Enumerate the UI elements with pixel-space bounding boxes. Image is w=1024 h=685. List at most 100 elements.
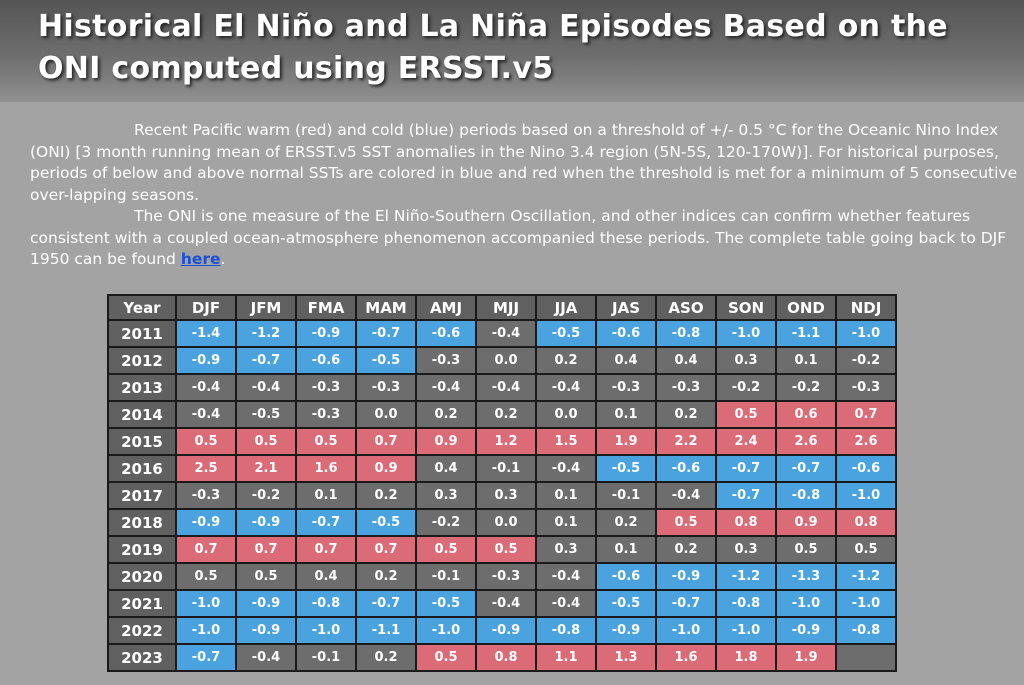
oni-value-cell: 1.5 bbox=[537, 429, 595, 454]
oni-value-cell: -0.4 bbox=[417, 375, 475, 400]
oni-value-cell: -0.8 bbox=[657, 321, 715, 346]
year-cell: 2019 bbox=[109, 537, 175, 562]
year-cell: 2014 bbox=[109, 402, 175, 427]
intro-text: Recent Pacific warm (red) and cold (blue… bbox=[30, 120, 1022, 271]
table-row: 2023 -0.7 -0.4 -0.1 0.2 0.5 0.8 1.1 1.3 1.6 1.8 1.9 bbox=[109, 645, 895, 670]
oni-value-cell: -0.8 bbox=[837, 618, 895, 643]
oni-value-cell: -1.1 bbox=[357, 618, 415, 643]
oni-value-cell: 0.2 bbox=[417, 402, 475, 427]
oni-value-cell: -0.3 bbox=[597, 375, 655, 400]
oni-value-cell: 2.6 bbox=[837, 429, 895, 454]
oni-value-cell: -1.0 bbox=[717, 618, 775, 643]
oni-value-cell: 1.9 bbox=[777, 645, 835, 670]
oni-value-cell: 0.2 bbox=[357, 483, 415, 508]
oni-value-cell: 0.7 bbox=[177, 537, 235, 562]
table-row: 2012 -0.9 -0.7 -0.6 -0.5 -0.3 0.0 0.2 0.4 0.4 0.3 0… bbox=[109, 348, 895, 373]
intro-paragraph-2-text: The ONI is one measure of the El Niño-So… bbox=[30, 207, 1007, 268]
year-cell: 2017 bbox=[109, 483, 175, 508]
column-header-year: Year bbox=[109, 296, 175, 319]
column-header-ond: OND bbox=[777, 296, 835, 319]
oni-value-cell: -0.9 bbox=[477, 618, 535, 643]
oni-value-cell: -0.7 bbox=[777, 456, 835, 481]
oni-value-cell: 0.1 bbox=[537, 510, 595, 535]
oni-value-cell: -0.8 bbox=[717, 591, 775, 616]
oni-value-cell: -1.0 bbox=[657, 618, 715, 643]
table-row: 2022 -1.0 -0.9 -1.0 -1.1 -1.0 -0.9 -0.8 -0.9 -1.0… bbox=[109, 618, 895, 643]
oni-value-cell: 2.4 bbox=[717, 429, 775, 454]
oni-value-cell: -0.7 bbox=[657, 591, 715, 616]
table-row: 2014 -0.4 -0.5 -0.3 0.0 0.2 0.2 0.0 0.1 0.2 0.5 0.6… bbox=[109, 402, 895, 427]
page-title-line-2: ONI computed using ERSST.v5 bbox=[38, 51, 554, 86]
oni-value-cell: 0.5 bbox=[297, 429, 355, 454]
oni-value-cell: 0.3 bbox=[717, 537, 775, 562]
column-header-fma: FMA bbox=[297, 296, 355, 319]
oni-value-cell: -0.5 bbox=[237, 402, 295, 427]
oni-value-cell: -0.3 bbox=[657, 375, 715, 400]
oni-value-cell: 0.9 bbox=[417, 429, 475, 454]
year-cell: 2012 bbox=[109, 348, 175, 373]
oni-value-cell: 0.5 bbox=[717, 402, 775, 427]
year-cell: 2013 bbox=[109, 375, 175, 400]
oni-value-cell: -0.7 bbox=[357, 321, 415, 346]
page-title-line-1: Historical El Niño and La Niña Episodes … bbox=[38, 9, 948, 44]
oni-value-cell: 0.9 bbox=[357, 456, 415, 481]
oni-value-cell: -0.4 bbox=[177, 375, 235, 400]
oni-value-cell: -0.3 bbox=[477, 564, 535, 589]
column-header-jja: JJA bbox=[537, 296, 595, 319]
table-row: 2011 -1.4 -1.2 -0.9 -0.7 -0.6 -0.4 -0.5 -0.6 -0.8… bbox=[109, 321, 895, 346]
oni-value-cell: 1.2 bbox=[477, 429, 535, 454]
oni-value-cell: -0.9 bbox=[237, 591, 295, 616]
column-header-amj: AMJ bbox=[417, 296, 475, 319]
table-row: 2015 0.5 0.5 0.5 0.7 0.9 1.2 1.5 1.9 2.2 2.4 2.6 2.6 bbox=[109, 429, 895, 454]
oni-value-cell: -0.5 bbox=[417, 591, 475, 616]
oni-value-cell: -0.3 bbox=[417, 348, 475, 373]
oni-value-cell: -0.9 bbox=[657, 564, 715, 589]
oni-value-cell: 0.5 bbox=[177, 564, 235, 589]
oni-value-cell: -1.4 bbox=[177, 321, 235, 346]
column-header-aso: ASO bbox=[657, 296, 715, 319]
oni-value-cell: 2.6 bbox=[777, 429, 835, 454]
oni-value-cell: 2.1 bbox=[237, 456, 295, 481]
full-table-link[interactable]: here bbox=[180, 250, 221, 268]
year-cell: 2011 bbox=[109, 321, 175, 346]
oni-value-cell: -0.7 bbox=[177, 645, 235, 670]
oni-value-cell: -0.9 bbox=[297, 321, 355, 346]
oni-value-cell: -0.4 bbox=[477, 591, 535, 616]
oni-value-cell: -0.4 bbox=[177, 402, 235, 427]
oni-value-cell: -0.7 bbox=[717, 483, 775, 508]
oni-value-cell: -1.0 bbox=[837, 483, 895, 508]
oni-value-cell: -0.4 bbox=[657, 483, 715, 508]
oni-value-cell: -0.8 bbox=[297, 591, 355, 616]
oni-value-cell: -0.3 bbox=[357, 375, 415, 400]
oni-value-cell: -0.1 bbox=[597, 483, 655, 508]
oni-value-cell: -0.2 bbox=[717, 375, 775, 400]
oni-value-cell: 0.1 bbox=[597, 402, 655, 427]
oni-value-cell: 0.0 bbox=[357, 402, 415, 427]
year-cell: 2021 bbox=[109, 591, 175, 616]
oni-value-cell: 0.5 bbox=[417, 537, 475, 562]
oni-value-cell: -1.0 bbox=[177, 618, 235, 643]
oni-value-cell: -0.6 bbox=[297, 348, 355, 373]
table-row: 2021 -1.0 -0.9 -0.8 -0.7 -0.5 -0.4 -0.4 -0.5 -0.7… bbox=[109, 591, 895, 616]
oni-value-cell: 1.6 bbox=[297, 456, 355, 481]
oni-value-cell: -0.2 bbox=[417, 510, 475, 535]
table-row: 2013 -0.4 -0.4 -0.3 -0.3 -0.4 -0.4 -0.4 -0.3 -0.3… bbox=[109, 375, 895, 400]
oni-value-cell: 0.7 bbox=[837, 402, 895, 427]
oni-value-cell: 2.2 bbox=[657, 429, 715, 454]
oni-value-cell: -1.0 bbox=[417, 618, 475, 643]
oni-value-cell: 0.1 bbox=[777, 348, 835, 373]
oni-value-cell: -0.4 bbox=[477, 321, 535, 346]
oni-value-cell: 1.9 bbox=[597, 429, 655, 454]
oni-value-cell: -0.4 bbox=[537, 456, 595, 481]
oni-value-cell: -1.3 bbox=[777, 564, 835, 589]
oni-value-cell: -0.9 bbox=[177, 348, 235, 373]
oni-table-body: 2011 -1.4 -1.2 -0.9 -0.7 -0.6 -0.4 -0.5 -0.6 -0.8… bbox=[109, 321, 895, 670]
oni-value-cell: 0.4 bbox=[297, 564, 355, 589]
year-cell: 2022 bbox=[109, 618, 175, 643]
oni-value-cell: -1.1 bbox=[777, 321, 835, 346]
oni-value-cell: -0.3 bbox=[837, 375, 895, 400]
oni-value-cell: 0.5 bbox=[657, 510, 715, 535]
page-header: Historical El Niño and La Niña Episodes … bbox=[0, 0, 1024, 102]
oni-value-cell: 0.5 bbox=[237, 564, 295, 589]
oni-value-cell: -0.2 bbox=[237, 483, 295, 508]
